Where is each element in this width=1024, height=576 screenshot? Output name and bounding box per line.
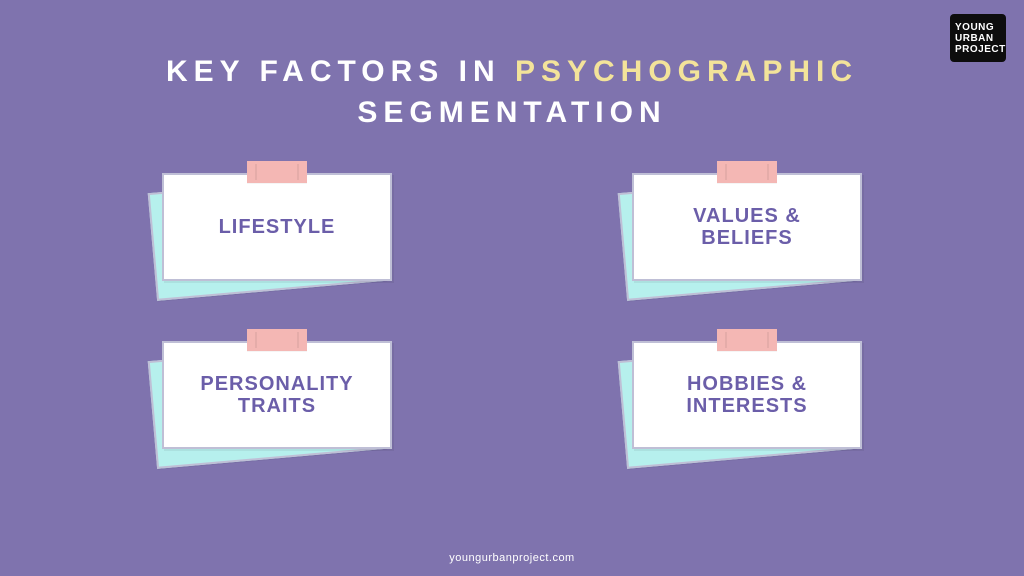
card-values-beliefs: VALUES & BELIEFS xyxy=(632,173,862,281)
title-highlight: PSYCHOGRAPHIC xyxy=(515,55,858,88)
tape-icon xyxy=(717,329,777,351)
cards-grid: LIFESTYLE VALUES & BELIEFS PERSONALITY T… xyxy=(132,173,892,449)
card-label: VALUES & BELIEFS xyxy=(685,205,809,249)
tape-icon xyxy=(247,329,307,351)
card-front: LIFESTYLE xyxy=(162,173,392,281)
brand-logo: YOUNG URBAN PROJECT xyxy=(950,14,1006,62)
footer-url: youngurbanproject.com xyxy=(449,552,574,564)
page-title: KEY FACTORS IN PSYCHOGRAPHIC SEGMENTATIO… xyxy=(166,52,858,133)
logo-line2: URBAN xyxy=(955,33,1006,44)
card-front: PERSONALITY TRAITS xyxy=(162,341,392,449)
card-label: HOBBIES & INTERESTS xyxy=(678,373,815,417)
title-part1: KEY FACTORS IN xyxy=(166,55,515,88)
card-hobbies-interests: HOBBIES & INTERESTS xyxy=(632,341,862,449)
card-label: PERSONALITY TRAITS xyxy=(192,373,361,417)
title-part2: SEGMENTATION xyxy=(166,93,858,134)
tape-icon xyxy=(247,161,307,183)
card-front: VALUES & BELIEFS xyxy=(632,173,862,281)
tape-icon xyxy=(717,161,777,183)
card-lifestyle: LIFESTYLE xyxy=(162,173,392,281)
logo-line1: YOUNG xyxy=(955,22,1006,33)
slide: YOUNG URBAN PROJECT KEY FACTORS IN PSYCH… xyxy=(0,0,1024,576)
card-front: HOBBIES & INTERESTS xyxy=(632,341,862,449)
logo-line3: PROJECT xyxy=(955,44,1006,55)
card-personality-traits: PERSONALITY TRAITS xyxy=(162,341,392,449)
card-label: LIFESTYLE xyxy=(211,216,344,238)
